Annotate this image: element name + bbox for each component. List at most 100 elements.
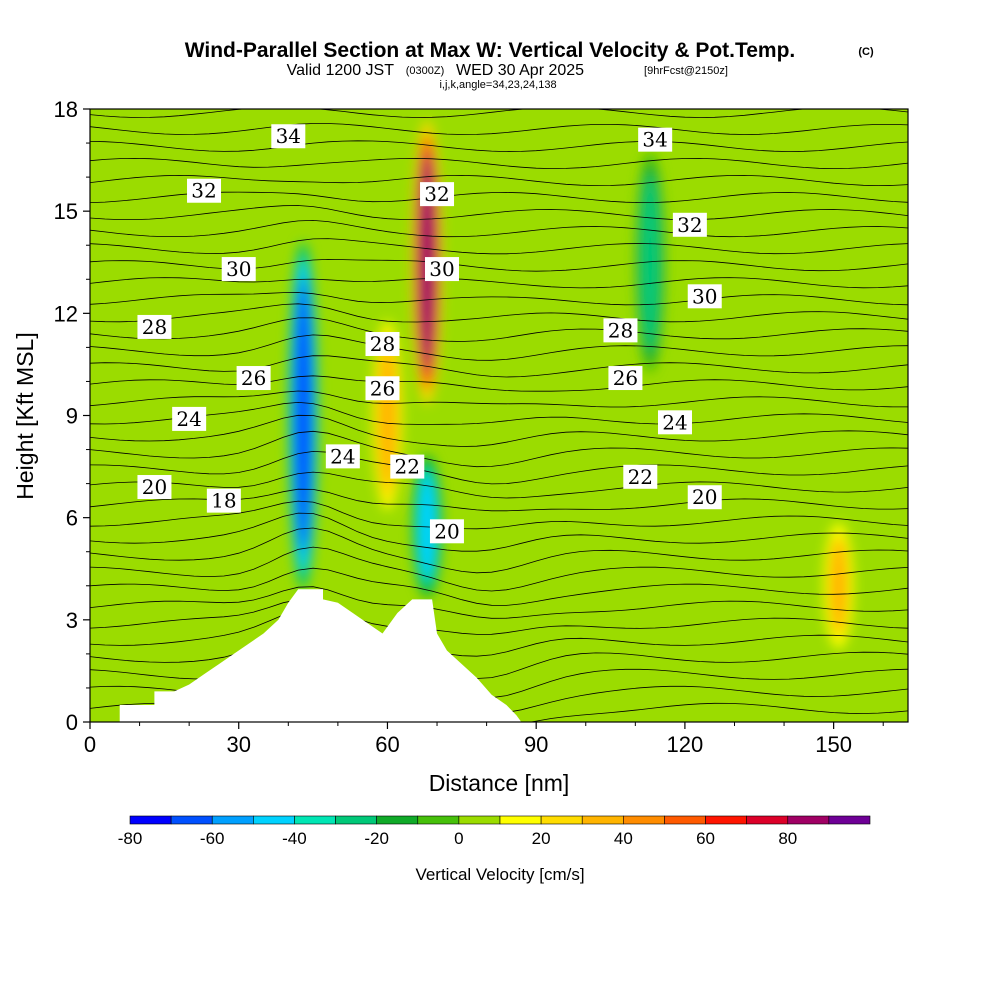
contour-label-text: 30 xyxy=(429,257,454,281)
colorbar-swatch xyxy=(787,815,830,825)
contour-label: 28 xyxy=(603,318,638,343)
colorbar-swatch xyxy=(746,815,789,825)
colorbar: -80 -60 -40 -20 0 20 40 60 80 xyxy=(118,815,871,848)
contour-label-text: 32 xyxy=(677,213,702,237)
contour-label-box xyxy=(271,124,306,149)
theta-contour-line xyxy=(90,355,908,378)
theta-contour-line xyxy=(90,140,908,153)
colorbar-tick-label: 20 xyxy=(532,829,551,848)
contour-label-text: 30 xyxy=(692,284,717,308)
theta-contour-line xyxy=(90,546,908,592)
y-tick-label: 15 xyxy=(54,199,78,224)
y-axis: 0 3 6 9 12 15 18 xyxy=(54,97,90,735)
colorbar-swatch xyxy=(294,815,336,825)
contour-label-box xyxy=(672,212,707,237)
contour-label-box xyxy=(608,366,643,391)
contour-label-text: 18 xyxy=(211,489,236,513)
colorbar-swatch xyxy=(335,815,377,825)
contour-label-text: 20 xyxy=(142,475,167,499)
contour-label: 34 xyxy=(271,124,306,149)
colorbar-tick-label: -80 xyxy=(118,829,143,848)
contour-label: 32 xyxy=(420,182,455,207)
colorbar-tick-label: 40 xyxy=(614,829,633,848)
colorbar-tick-label: 60 xyxy=(696,829,715,848)
x-tick-label: 150 xyxy=(815,732,852,757)
theta-contour-line xyxy=(90,205,908,221)
x-tick-label: 60 xyxy=(375,732,399,757)
contour-label: 34 xyxy=(638,127,673,152)
x-axis: 0 30 60 90 120 150 xyxy=(84,722,884,757)
terrain-mask xyxy=(90,589,908,722)
title-block: Wind-Parallel Section at Max W: Vertical… xyxy=(185,39,874,91)
theta-contour-line xyxy=(90,238,908,255)
y-tick-label: 18 xyxy=(54,97,78,122)
colorbar-tick-label: 80 xyxy=(778,829,797,848)
valid-date: WED 30 Apr 2025 xyxy=(456,62,584,79)
theta-contour-line xyxy=(90,500,908,530)
colorbar-tick-label: -60 xyxy=(200,829,225,848)
plot-area: 34 32 30 28 26 24 20 18 32 30 28 26 24 22 20 34 32 30 28 26… xyxy=(90,109,908,722)
colorbar-swatch xyxy=(170,815,213,825)
contour-label: 24 xyxy=(325,444,360,469)
contour-label: 26 xyxy=(608,366,643,391)
contour-label-box xyxy=(390,454,425,479)
contour-label: 30 xyxy=(687,284,722,309)
contour-label: 20 xyxy=(687,485,722,510)
contour-label-box xyxy=(424,257,459,282)
contour-label-box xyxy=(137,314,172,339)
y-tick-label: 6 xyxy=(66,506,78,531)
contour-label-text: 26 xyxy=(241,366,266,390)
chart-title: Wind-Parallel Section at Max W: Vertical… xyxy=(185,39,796,62)
theta-contour-line xyxy=(90,624,908,679)
theta-contour-line xyxy=(90,109,908,118)
theta-contour-line xyxy=(90,586,908,619)
contour-label-text: 24 xyxy=(662,410,687,434)
x-tick-label: 120 xyxy=(667,732,704,757)
theta-contour-line xyxy=(90,123,908,135)
contour-label: 26 xyxy=(365,376,400,401)
theta-contour-line xyxy=(90,527,908,574)
contour-label: 20 xyxy=(137,475,172,500)
copyright-mark: (C) xyxy=(858,46,874,58)
contour-label-box xyxy=(365,331,400,356)
contour-label: 32 xyxy=(187,178,222,203)
contour-label: 28 xyxy=(137,314,172,339)
colorbar-swatch xyxy=(417,815,460,825)
y-tick-label: 12 xyxy=(54,301,78,326)
y-axis-title: Height [Kft MSL] xyxy=(12,332,38,499)
contour-label-text: 30 xyxy=(226,257,251,281)
x-tick-label: 0 xyxy=(84,732,96,757)
contour-label-text: 24 xyxy=(176,407,201,431)
theta-contour-line xyxy=(90,430,908,468)
contour-label-text: 20 xyxy=(434,519,459,543)
contour-label: 18 xyxy=(206,488,241,513)
colorbar-swatch xyxy=(623,815,665,825)
utc-time: (0300Z) xyxy=(406,65,445,77)
theta-contour-line xyxy=(90,334,908,361)
contour-label-text: 28 xyxy=(608,318,633,342)
colorbar-tick-label: -20 xyxy=(364,829,389,848)
contour-label-box xyxy=(638,127,673,152)
colorbar-swatch xyxy=(499,815,542,825)
contour-label: 32 xyxy=(672,212,707,237)
theta-contour-line xyxy=(90,390,908,408)
w-feature-downdraft xyxy=(418,472,436,580)
contour-label: 24 xyxy=(657,410,692,435)
theta-contour-line xyxy=(90,157,908,170)
contour-label-text: 26 xyxy=(613,366,638,390)
contour-label: 28 xyxy=(365,331,400,356)
theta-contour-line xyxy=(90,599,908,635)
contour-label-text: 26 xyxy=(370,376,395,400)
contour-label: 26 xyxy=(236,366,271,391)
contour-label-box xyxy=(172,406,207,431)
colorbar-swatch xyxy=(581,815,624,825)
contour-label: 30 xyxy=(424,257,459,282)
contour-label-text: 28 xyxy=(370,332,395,356)
theta-contour-line xyxy=(90,401,908,425)
contour-label-box xyxy=(687,485,722,510)
contour-labels: 34 32 30 28 26 24 20 18 32 30 28 26 24 22 20 34 32 30 28 26… xyxy=(137,124,722,544)
contour-label: 24 xyxy=(172,406,207,431)
contour-label: 30 xyxy=(221,257,256,282)
theta-contour-line xyxy=(90,471,908,499)
